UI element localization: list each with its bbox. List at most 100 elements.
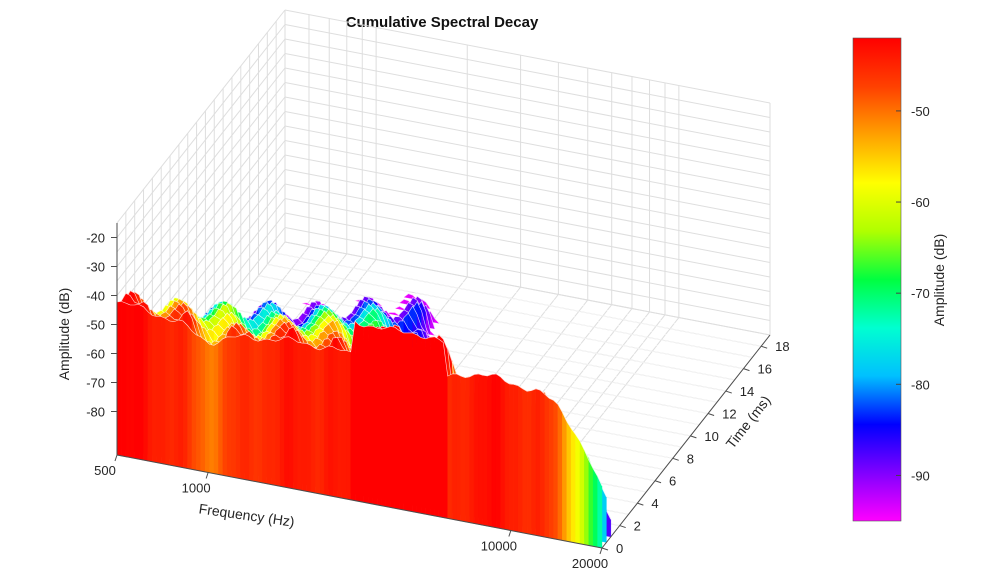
surface-patch	[438, 338, 444, 518]
decay-slice	[116, 301, 603, 549]
colorbar-tick-label: -60	[911, 195, 930, 210]
ridge-line	[262, 269, 748, 364]
grid-line	[116, 96, 286, 311]
grid-line	[284, 125, 771, 220]
y-tick-mark	[672, 457, 679, 461]
surface-patch	[385, 326, 391, 508]
y-tick-mark	[601, 547, 609, 551]
ridge-line	[258, 275, 744, 369]
ridge-line	[116, 301, 603, 487]
surface-patch	[491, 373, 497, 528]
y-tick-label: 8	[687, 451, 694, 466]
y-tick-label: 0	[616, 541, 623, 556]
surface-patch	[548, 397, 554, 539]
surface-patch	[579, 441, 585, 545]
y-tick-label: 18	[775, 339, 789, 354]
grid-line	[284, 212, 771, 307]
z-tick-label: -20	[86, 231, 105, 246]
colorbar: -90 -80 -70 -60 -50 Amplitude (dB)	[852, 37, 947, 522]
y-tick-mark	[707, 412, 715, 416]
surface-patch	[588, 460, 594, 547]
surface-patch	[518, 385, 523, 534]
grid-line	[284, 227, 771, 321]
x-tick-mark	[508, 530, 512, 537]
surface-patch	[257, 339, 263, 484]
ridge-line	[231, 298, 717, 403]
surface-patch	[425, 337, 431, 516]
surface-patch	[575, 433, 581, 545]
y-tick-label: 14	[740, 384, 754, 399]
surface-patch	[544, 393, 550, 539]
surface-patch	[354, 320, 360, 502]
surface-patch	[398, 330, 404, 511]
surface-patch	[407, 332, 413, 512]
surface-patch	[359, 325, 365, 503]
chart-title: Cumulative Spectral Decay	[346, 14, 539, 31]
y-tick-label: 10	[704, 429, 718, 444]
colorbar-gradient	[852, 37, 902, 522]
surface-patch	[566, 420, 572, 543]
surface-patch	[522, 388, 528, 534]
y-tick-label: 16	[757, 362, 771, 377]
surface-patch	[412, 332, 418, 513]
surface-patch	[381, 327, 387, 507]
surface-patch	[504, 381, 510, 531]
z-tick-label: -40	[86, 289, 105, 304]
grid-line	[284, 82, 771, 176]
surface-patch	[570, 427, 576, 544]
surface-patch	[482, 375, 488, 527]
surface-patch	[597, 476, 603, 549]
surface-patch	[196, 334, 201, 472]
surface-patch	[531, 388, 537, 536]
colorbar-ticks: -90 -80 -70 -60 -50	[896, 104, 930, 483]
decay-slice	[271, 258, 757, 353]
x-tick-label: 20000	[572, 556, 608, 571]
y-tick-label: 4	[651, 496, 658, 511]
surface-patch	[368, 325, 373, 505]
grid-line	[284, 183, 771, 278]
decay-surface	[116, 247, 766, 549]
surface-patch	[121, 301, 127, 457]
ridge-line	[280, 247, 766, 341]
ridge-line	[254, 280, 740, 375]
surface-patch	[495, 373, 501, 529]
z-tick-label: -70	[86, 376, 105, 391]
surface-patch	[509, 383, 515, 532]
surface-patch	[332, 346, 338, 498]
colorbar-tick-label: -50	[911, 104, 930, 119]
surface-patch	[473, 373, 479, 525]
colorbar-tick-label: -70	[911, 286, 930, 301]
surface-patch	[138, 304, 144, 461]
grid-line	[116, 67, 286, 282]
surface-patch	[553, 399, 559, 540]
surface-patch	[200, 336, 206, 473]
surface-patch	[434, 336, 440, 517]
grid-line	[284, 241, 771, 336]
surface-patch	[266, 338, 272, 485]
surface-patch	[130, 304, 135, 459]
surface-patch	[231, 336, 237, 479]
grid-line	[116, 38, 286, 253]
y-tick-mark	[760, 345, 768, 349]
grid-line	[116, 111, 286, 325]
surface-patch	[456, 373, 462, 522]
grid-line	[284, 169, 771, 263]
surface-patch	[341, 350, 347, 500]
y-tick-label: 6	[669, 474, 676, 489]
surface-patch	[315, 348, 321, 495]
surface-patch	[134, 304, 140, 460]
surface-patch	[416, 334, 422, 514]
surface-patch	[513, 384, 519, 533]
x-tick-label: 500	[94, 463, 116, 478]
z-tick-label: -60	[86, 347, 105, 362]
grid-line	[284, 198, 771, 292]
z-tick-label: -50	[86, 318, 105, 333]
z-tick-label: -30	[86, 260, 105, 275]
surface-patch	[421, 337, 426, 515]
surface-patch	[447, 373, 453, 520]
surface-patch	[306, 342, 312, 493]
y-tick-mark	[690, 435, 697, 439]
surface-patch	[271, 339, 276, 486]
